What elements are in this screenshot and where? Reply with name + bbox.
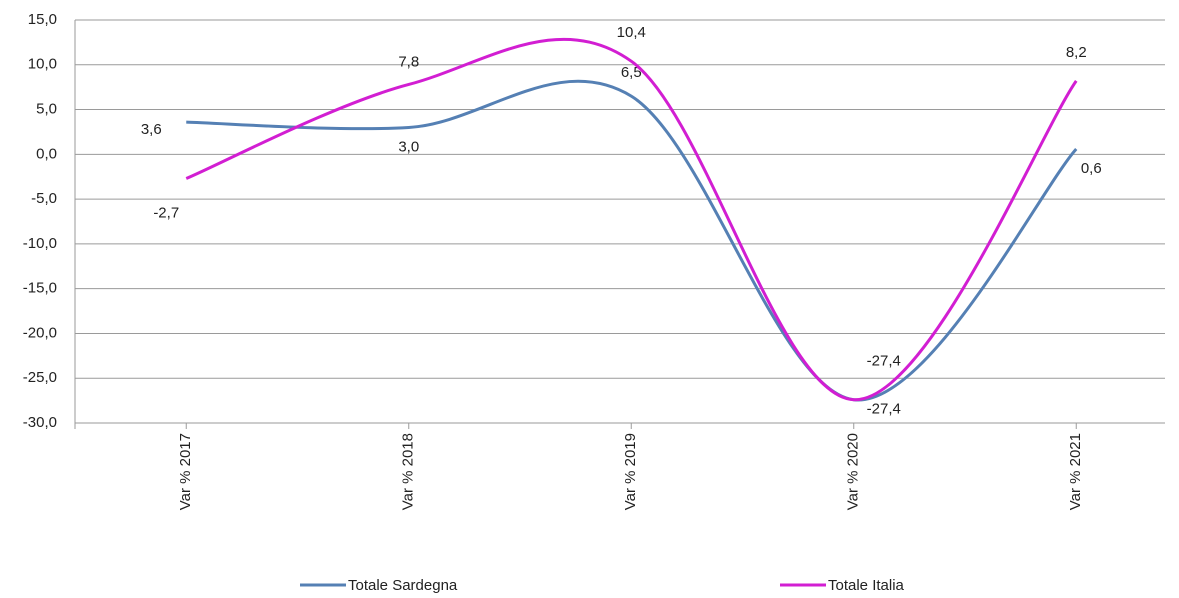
x-tick-label: Var % 2021 <box>1067 433 1084 510</box>
line <box>185 37 1078 402</box>
data-label: 8,2 <box>1066 44 1087 61</box>
y-tick-label: 10,0 <box>28 56 57 73</box>
line <box>186 79 1078 402</box>
y-tick-label: -30,0 <box>23 414 57 431</box>
y-tick-label: -20,0 <box>23 324 57 341</box>
x-tick-label: Var % 2017 <box>177 433 194 510</box>
y-tick-label: -5,0 <box>31 190 57 207</box>
y-tick-label: -10,0 <box>23 235 57 252</box>
y-tick-label: -25,0 <box>23 369 57 386</box>
y-tick-label: -15,0 <box>23 280 57 297</box>
data-label: 10,4 <box>617 24 646 41</box>
legend-label: Totale Italia <box>828 577 905 594</box>
x-tick-label: Var % 2018 <box>400 433 417 510</box>
legend-label: Totale Sardegna <box>348 577 458 594</box>
x-tick-label: Var % 2020 <box>845 433 862 510</box>
data-label: 6,5 <box>621 64 642 81</box>
data-label: -2,7 <box>153 204 179 221</box>
y-tick-label: 15,0 <box>28 11 57 28</box>
x-tick-label: Var % 2019 <box>622 433 639 510</box>
data-label: 7,8 <box>398 53 419 70</box>
y-tick-label: 5,0 <box>36 101 57 118</box>
data-label: 3,6 <box>141 121 162 138</box>
data-label: -27,4 <box>867 353 901 370</box>
data-label: 0,6 <box>1081 160 1102 177</box>
data-label: -27,4 <box>867 401 901 418</box>
data-label: 3,0 <box>398 138 419 155</box>
y-tick-label: 0,0 <box>36 145 57 162</box>
